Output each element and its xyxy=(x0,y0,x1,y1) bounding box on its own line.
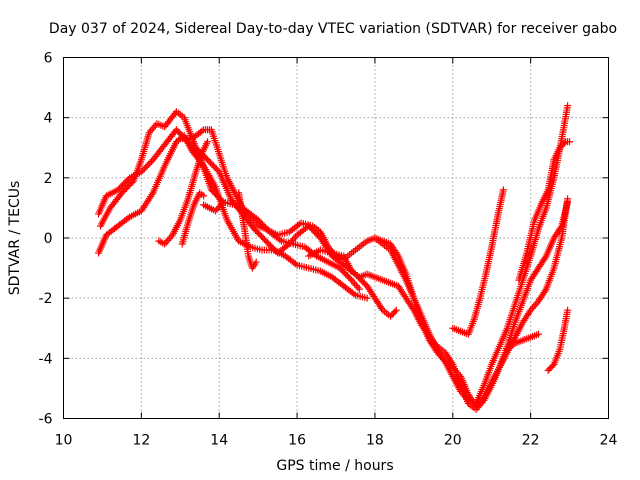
y-tick-label: 0 xyxy=(44,231,53,247)
y-tick-label: -2 xyxy=(39,291,53,307)
data-point xyxy=(432,347,440,355)
series-track-3 xyxy=(95,126,363,293)
series-track-8 xyxy=(503,330,542,353)
x-tick-label: 22 xyxy=(522,433,540,449)
x-tick-label: 14 xyxy=(210,433,228,449)
data-point xyxy=(409,304,417,312)
data-point xyxy=(204,138,212,146)
data-point xyxy=(499,186,507,194)
series-track-10 xyxy=(544,306,572,374)
data-point xyxy=(291,260,299,268)
data-point xyxy=(378,304,386,312)
x-tick-label: 24 xyxy=(600,433,618,449)
series-track-9 xyxy=(515,138,574,284)
data-point xyxy=(350,290,358,298)
data-point xyxy=(124,214,132,222)
x-tick-label: 20 xyxy=(444,433,462,449)
data-point xyxy=(526,308,534,316)
data-point xyxy=(217,201,225,209)
data-point xyxy=(549,362,557,370)
data-point xyxy=(560,139,568,147)
data-point xyxy=(541,287,549,295)
series-track-14 xyxy=(178,189,208,248)
data-point xyxy=(566,138,574,146)
data-point xyxy=(252,258,260,266)
x-tick-label: 18 xyxy=(366,433,384,449)
data-point xyxy=(363,294,371,302)
data-point xyxy=(393,250,401,258)
series-track-6 xyxy=(371,102,572,407)
data-point xyxy=(541,254,549,262)
data-point xyxy=(355,285,363,293)
y-tick-label: -4 xyxy=(39,351,53,367)
x-tick-label: 12 xyxy=(132,433,150,449)
data-point xyxy=(216,202,224,210)
x-tick-label: 10 xyxy=(55,433,73,449)
data-point xyxy=(392,306,400,314)
series-track-7 xyxy=(449,186,507,338)
x-axis-label: GPS time / hours xyxy=(276,458,393,474)
series-track-12 xyxy=(200,201,225,215)
y-tick-label: -6 xyxy=(39,412,53,428)
data-point xyxy=(214,166,222,174)
data-point xyxy=(564,306,572,314)
y-axis-label: SDTVAR / TECUs xyxy=(7,181,23,296)
data-point xyxy=(391,308,399,316)
data-point xyxy=(200,192,208,200)
x-tick-label: 16 xyxy=(288,433,306,449)
chart-title: Day 037 of 2024, Sidereal Day-to-day VTE… xyxy=(49,21,617,37)
y-tick-label: 6 xyxy=(44,51,53,67)
data-point xyxy=(198,127,206,135)
series-track-13 xyxy=(155,138,212,248)
y-tick-label: 4 xyxy=(44,111,53,127)
y-tick-label: 2 xyxy=(44,171,53,187)
data-point xyxy=(564,198,572,206)
data-point xyxy=(295,220,303,228)
data-point xyxy=(557,224,565,232)
marks-layer xyxy=(95,102,574,413)
data-point xyxy=(564,102,572,110)
series-track-11 xyxy=(235,189,260,272)
data-point xyxy=(534,330,542,338)
data-point xyxy=(346,275,354,283)
